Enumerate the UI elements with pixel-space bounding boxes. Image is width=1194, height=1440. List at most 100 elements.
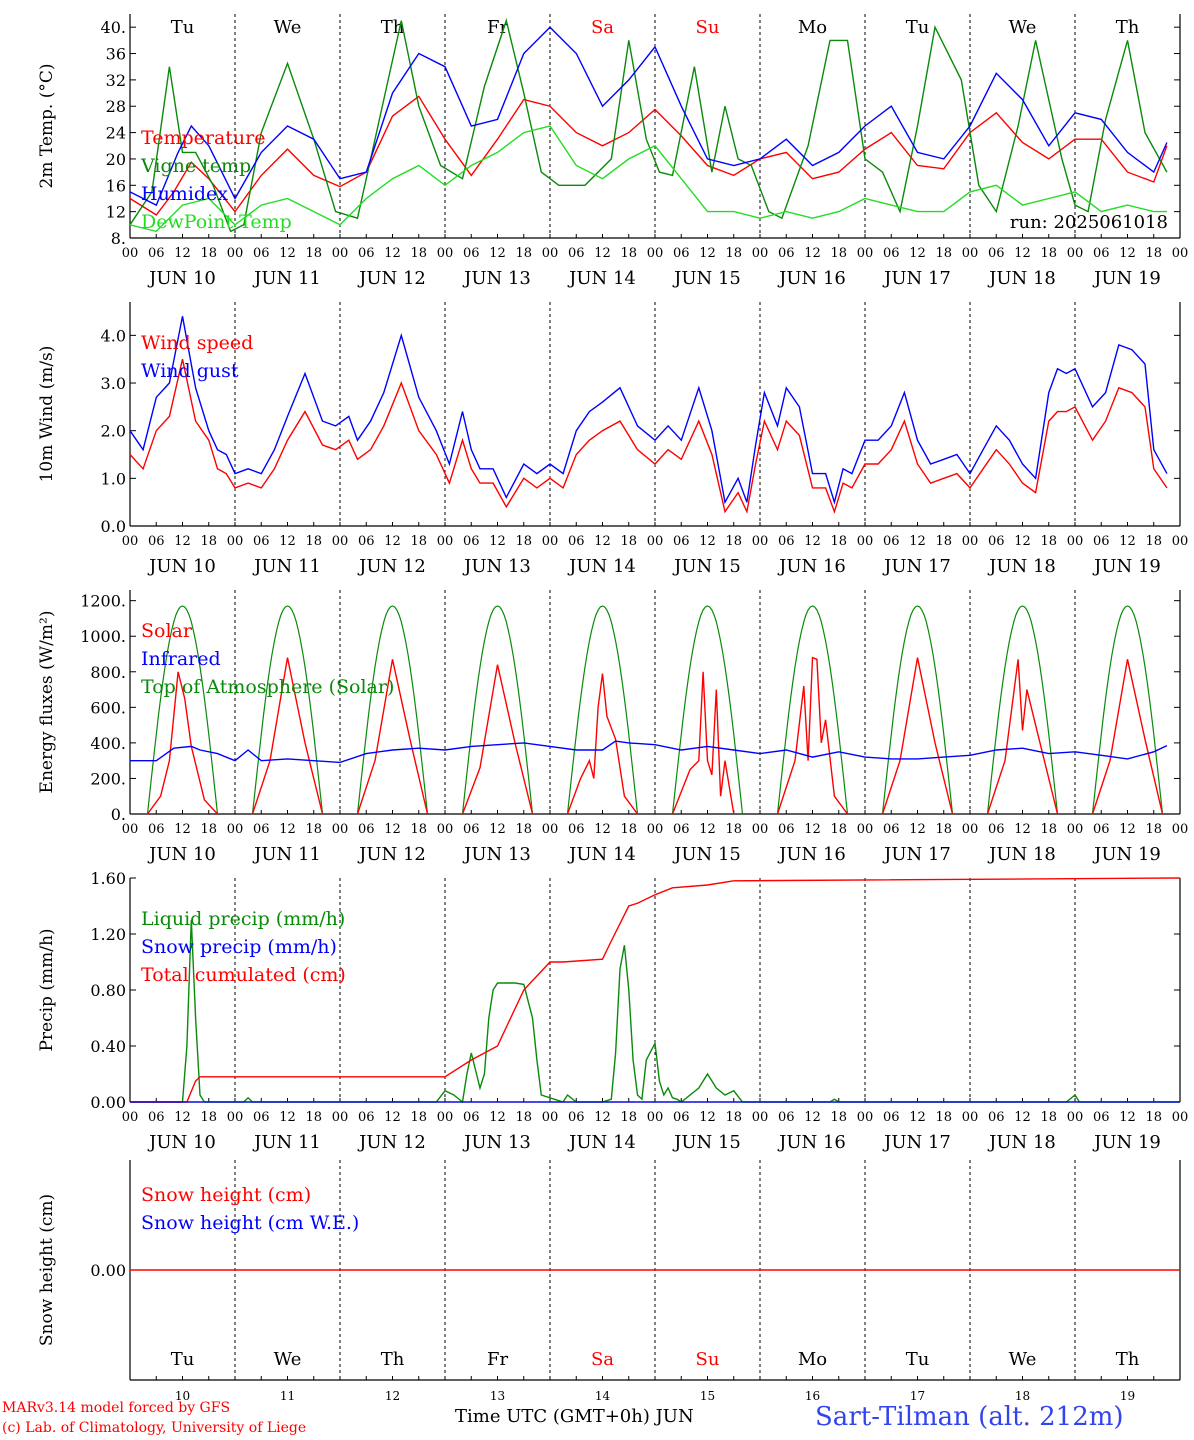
panel-3-hour-label: 12: [909, 822, 926, 837]
panel-3-solar-line: [776, 656, 849, 815]
panel-1-date-label: JUN 12: [357, 268, 426, 289]
panel-4-hour-label: 18: [620, 1110, 637, 1125]
panel-3-hour-label: 00: [227, 822, 244, 837]
panel-1-hour-label: 00: [647, 246, 664, 261]
panel-3-hour-label: 12: [804, 822, 821, 837]
panel-2-y-tick-label: 0.0: [101, 517, 126, 536]
panel-1-hour-label: 12: [909, 246, 926, 261]
panel-3-toa-solar-line: [671, 605, 744, 815]
panel-5-day-number-label: 10: [175, 1389, 190, 1403]
panel-2-hour-label: 06: [253, 534, 270, 549]
panel-2-wind-speedline: [129, 359, 1168, 515]
panel-1-run-label: run: 2025061018: [1010, 212, 1168, 233]
panel-3-date-label: JUN 12: [357, 844, 426, 865]
panel-1-legend-entry: Temperature: [141, 127, 265, 149]
panel-5-weekday-label: We: [274, 1349, 302, 1370]
panel-4-hour-label: 00: [1172, 1110, 1189, 1125]
panel-1-hour-label: 18: [305, 246, 322, 261]
panel-5-weekday-label: Th: [1116, 1349, 1140, 1370]
panel-4-y-tick-label: 1.60: [90, 869, 126, 888]
panel-2-hour-label: 18: [1040, 534, 1057, 549]
panel-1-hour-label: 12: [804, 246, 821, 261]
panel-1-hour-label: 00: [227, 246, 244, 261]
panel-3-toa-solar-line: [566, 605, 639, 815]
panel-1-hour-label: 06: [988, 246, 1005, 261]
panel-1-date-label: JUN 16: [777, 268, 846, 289]
panel-4-hour-label: 06: [358, 1110, 375, 1125]
panel-2-hour-label: 18: [305, 534, 322, 549]
panel-3-hour-label: 18: [1145, 822, 1162, 837]
panel-2-hour-label: 18: [515, 534, 532, 549]
panel-3-y-tick-label: 1200.: [80, 592, 126, 611]
panel-2-hour-label: 06: [148, 534, 165, 549]
panel-1-hour-label: 18: [620, 246, 637, 261]
panel-4-hour-label: 06: [148, 1110, 165, 1125]
panel-1-weekday-label: Sa: [591, 17, 614, 38]
panel-4-hour-label: 00: [437, 1110, 454, 1125]
panel-3-hour-label: 18: [830, 822, 847, 837]
panel-2-hour-label: 12: [174, 534, 191, 549]
panel-5-day-number-label: 15: [700, 1389, 715, 1403]
panel-4-date-label: JUN 12: [357, 1132, 426, 1153]
panel-3-solar-line: [986, 659, 1059, 815]
panel-4-date-label: JUN 14: [567, 1132, 636, 1153]
panel-3-solar-line: [566, 673, 639, 815]
panel-1-hour-label: 18: [515, 246, 532, 261]
panel-1-hour-label: 18: [1145, 246, 1162, 261]
panel-3-hour-label: 00: [1172, 822, 1189, 837]
panel-3-toa-solar-line: [881, 605, 954, 815]
panel-1-hour-label: 00: [752, 246, 769, 261]
panel-1-vigne-templine: [129, 18, 1168, 233]
panel-3-hour-label: 12: [699, 822, 716, 837]
panel-2-hour-label: 18: [935, 534, 952, 549]
panel-4-hour-label: 06: [778, 1110, 795, 1125]
panel-4-hour-label: 12: [1014, 1110, 1031, 1125]
panel-3-solar-line: [356, 659, 429, 815]
panel-4-hour-label: 12: [174, 1110, 191, 1125]
panel-3-hour-label: 06: [1093, 822, 1110, 837]
panel-1-hour-label: 00: [857, 246, 874, 261]
panel-4-legend-entry: Total cumulated (cm): [141, 964, 346, 986]
panel-3-toa-solar-line: [146, 605, 219, 815]
panel-4-y-tick-label: 0.00: [90, 1093, 126, 1112]
panel-2-hour-label: 00: [857, 534, 874, 549]
panel-1-weekday-label: Th: [381, 17, 405, 38]
panel-4-hour-label: 12: [384, 1110, 401, 1125]
panel-1-y-tick-label: 40.: [101, 18, 126, 37]
panel-4-hour-label: 00: [122, 1110, 139, 1125]
panel-2-date-label: JUN 17: [882, 556, 951, 577]
panel-3-hour-label: 18: [1040, 822, 1057, 837]
panel-3-y-tick-label: 600.: [90, 698, 126, 717]
panel-3-hour-label: 00: [857, 822, 874, 837]
panel-5-legend-entry: Snow height (cm W.E.): [141, 1212, 359, 1234]
panel-2-hour-label: 06: [988, 534, 1005, 549]
panel-4-hour-label: 00: [542, 1110, 559, 1125]
panel-5-weekday-label: Fr: [487, 1349, 508, 1370]
panel-1-date-label: JUN 14: [567, 268, 636, 289]
panel-1-hour-label: 18: [935, 246, 952, 261]
panel-1-hour-label: 00: [437, 246, 454, 261]
panel-4-hour-label: 18: [935, 1110, 952, 1125]
panel-4-hour-label: 18: [410, 1110, 427, 1125]
panel-1-hour-label: 00: [1067, 246, 1084, 261]
panel-4-y-tick-label: 0.40: [90, 1037, 126, 1056]
panel-2-date-label: JUN 12: [357, 556, 426, 577]
panel-1-date-label: JUN 10: [147, 268, 216, 289]
panel-1-hour-label: 12: [174, 246, 191, 261]
panel-2-hour-label: 00: [1172, 534, 1189, 549]
panel-1-legend-entry: Vigne temp: [140, 155, 251, 177]
panel-1-date-label: JUN 11: [252, 268, 321, 289]
panel-2-date-label: JUN 19: [1092, 556, 1161, 577]
panel-4-hour-label: 00: [962, 1110, 979, 1125]
panel-4-hour-label: 00: [332, 1110, 349, 1125]
panel-3-toa-solar-line: [461, 605, 534, 815]
panel-3-hour-label: 12: [174, 822, 191, 837]
panel-1-hour-label: 00: [122, 246, 139, 261]
panel-3-date-label: JUN 11: [252, 844, 321, 865]
panel-4-date-label: JUN 13: [462, 1132, 531, 1153]
panel-3-hour-label: 00: [332, 822, 349, 837]
panel-2-hour-label: 12: [1119, 534, 1136, 549]
panel-2-hour-label: 12: [489, 534, 506, 549]
panel-4-date-label: JUN 10: [147, 1132, 216, 1153]
panel-3-hour-label: 18: [410, 822, 427, 837]
